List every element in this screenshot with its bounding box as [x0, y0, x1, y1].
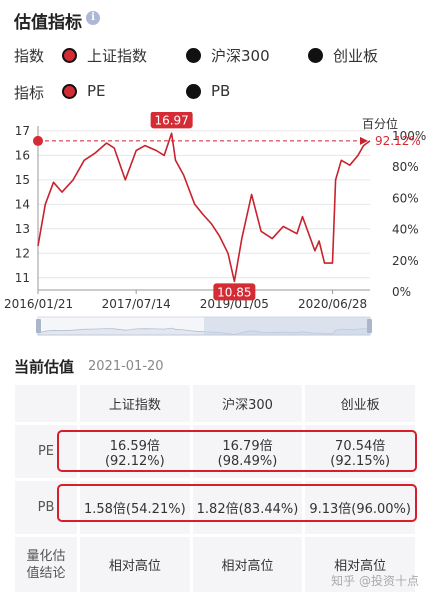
range-navigator: [36, 316, 372, 336]
radio-metric-pe[interactable]: PE: [62, 82, 106, 100]
column-header: 上证指数: [77, 382, 193, 425]
radio-index-hs300[interactable]: 沪深300: [186, 45, 270, 66]
min-label-bg: [213, 283, 256, 301]
valuation-title: 当前估值: [14, 358, 75, 376]
y-left-tick-label: 14: [15, 197, 30, 211]
radio-index-chinext[interactable]: 创业板: [308, 45, 378, 66]
table-corner-cell: [12, 382, 80, 425]
min-callout: 10.85: [213, 283, 256, 301]
radio-label: PE: [87, 82, 106, 100]
max-label-bg: [150, 112, 193, 129]
navigator-selection[interactable]: [204, 317, 370, 335]
watermark: 知乎 @投资十点: [331, 574, 419, 588]
radio-label: 创业板: [333, 47, 379, 65]
x-tick-label: 2019/01/05: [200, 297, 269, 311]
radio-label: 沪深300: [211, 47, 270, 65]
arrow-right-icon: [360, 136, 368, 145]
table-cell: 相对高位: [302, 534, 418, 595]
radio-unselected-icon: [186, 83, 201, 99]
valuation-date: 2021-01-20: [88, 359, 164, 374]
radio-unselected-icon: [308, 48, 323, 63]
y-right-title: 百分位: [362, 116, 398, 131]
radio-index-sse[interactable]: 上证指数: [62, 45, 147, 66]
column-header: 沪深300: [189, 382, 306, 425]
x-tick-label: 2020/06/28: [298, 297, 367, 311]
chart-grid: [37, 126, 370, 291]
valuation-table: 上证指数 沪深300 创业板 PE 16.59倍(92.12%) 16.79倍(…: [12, 382, 418, 595]
current-percentile-label: 92.12%: [375, 134, 421, 148]
max-callout: 16.97: [150, 112, 193, 129]
table-header-row: 上证指数 沪深300 创业板: [12, 382, 418, 425]
y-right-tick-label: 40%: [392, 223, 419, 237]
y-left-tick-label: 17: [15, 124, 30, 138]
table-row: PB 1.58倍(54.21%) 1.82倍(83.44%) 9.13倍(96.…: [12, 478, 418, 537]
info-icon[interactable]: i: [86, 11, 100, 25]
radio-metric-pb[interactable]: PB: [186, 82, 230, 100]
x-tick-label: 2016/01/21: [4, 297, 73, 311]
table-cell: 1.58倍(54.21%): [77, 478, 193, 537]
table-cell: 相对高位: [189, 534, 306, 595]
y-right-tick-label: 60%: [392, 191, 419, 205]
y-right-tick-label: 80%: [392, 160, 419, 174]
y-right-ticks: 0% 20% 40% 60% 80% 100%: [392, 129, 426, 299]
y-right-tick-label: 100%: [392, 129, 426, 143]
column-header: 创业板: [302, 382, 418, 425]
pb-row-highlight: [57, 484, 417, 522]
radio-label: PB: [211, 82, 231, 100]
table-row: 量化估值结论 相对高位 相对高位 相对高位: [12, 534, 418, 595]
y-left-tick-label: 15: [15, 173, 30, 187]
pe-row-highlight: [57, 430, 417, 472]
y-right-tick-label: 20%: [392, 254, 419, 268]
radio-selected-icon: [62, 48, 77, 63]
y-left-ticks: 11 12 13 14 15 16 17: [15, 124, 30, 285]
table-cell: 1.82倍(83.44%): [189, 478, 306, 537]
radio-label: 上证指数: [87, 47, 148, 65]
y-left-tick-label: 12: [15, 246, 30, 260]
current-value-marker: [33, 135, 43, 146]
y-left-tick-label: 13: [15, 222, 30, 236]
x-tick-label: 2017/07/14: [102, 297, 171, 311]
navigator-right-handle[interactable]: [367, 319, 372, 333]
y-left-tick-label: 16: [15, 148, 30, 162]
pe-line-chart[interactable]: 11 12 13 14 15 16 17 0% 20% 40% 60% 80% 100% 百分位 20…: [0, 112, 429, 344]
radio-selected-icon: [62, 83, 77, 99]
page-title: 估值指标: [14, 13, 82, 33]
metric-selector-label: 指标: [14, 84, 45, 102]
y-right-tick-label: 0%: [392, 285, 411, 299]
min-label: 10.85: [217, 285, 251, 299]
radio-unselected-icon: [186, 48, 201, 63]
table-cell: 相对高位: [77, 534, 193, 595]
row-header: PB: [12, 478, 80, 537]
table-cell: 9.13倍(96.00%): [302, 478, 418, 537]
index-selector-label: 指数: [14, 47, 45, 65]
x-ticks: 2016/01/21 2017/07/14 2019/01/05 2020/06/28: [4, 290, 367, 311]
navigator-left-handle[interactable]: [36, 319, 41, 333]
row-header: 量化估值结论: [12, 534, 80, 595]
series-line-pe: [37, 132, 371, 283]
max-label: 16.97: [154, 113, 188, 127]
y-left-tick-label: 11: [15, 271, 30, 285]
